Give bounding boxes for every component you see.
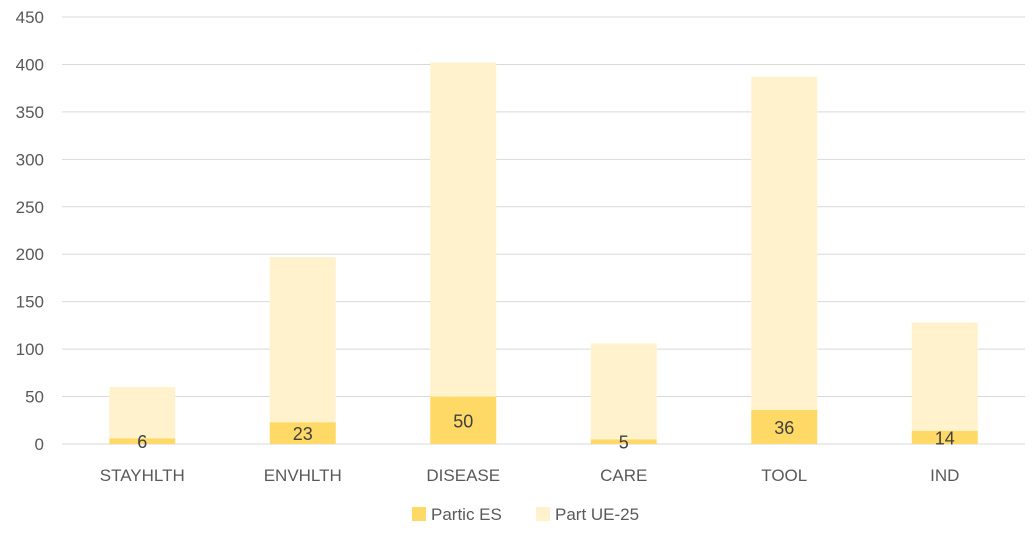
y-tick-label: 0 [35, 435, 44, 454]
x-tick-label: CARE [600, 466, 647, 485]
y-tick-label: 200 [16, 245, 44, 264]
data-labels: 6 23 50 5 36 14 [137, 411, 955, 452]
bar-segment [269, 422, 336, 444]
bar-segment [590, 439, 657, 444]
y-tick-label: 50 [25, 388, 44, 407]
bar-segment [751, 76, 818, 410]
x-tick-label: IND [930, 466, 959, 485]
x-tick-label: DISEASE [426, 466, 500, 485]
y-tick-label: 400 [16, 55, 44, 74]
x-tick-label: TOOL [761, 466, 807, 485]
gridlines [62, 16, 1025, 445]
bar-segment [751, 409, 818, 444]
bar-segment [430, 62, 497, 397]
y-tick-label: 250 [16, 198, 44, 217]
bar-segment [430, 396, 497, 444]
y-axis-tick-labels: 0 50 100 150 200 250 300 350 400 450 [16, 8, 44, 454]
y-tick-label: 150 [16, 293, 44, 312]
bar-segment [911, 322, 978, 431]
data-label: 36 [774, 418, 794, 438]
legend-item: Part UE-25 [536, 505, 639, 524]
bar-segment [590, 343, 657, 440]
y-tick-label: 300 [16, 150, 44, 169]
data-label: 6 [137, 432, 147, 452]
y-tick-label: 450 [16, 8, 44, 27]
legend-label: Partic ES [431, 505, 502, 524]
bars [109, 62, 978, 444]
legend: Partic ES Part UE-25 [412, 505, 639, 524]
y-tick-label: 350 [16, 103, 44, 122]
y-tick-label: 100 [16, 340, 44, 359]
legend-item: Partic ES [412, 505, 502, 524]
x-tick-label: ENVHLTH [264, 466, 342, 485]
bar-segment [109, 387, 176, 439]
data-label: 14 [935, 428, 955, 448]
data-label: 5 [619, 433, 629, 453]
bar-segment [911, 430, 978, 444]
bar-segment [269, 257, 336, 423]
x-tick-label: STAYHLTH [100, 466, 185, 485]
data-label: 50 [453, 411, 473, 431]
legend-label: Part UE-25 [555, 505, 639, 524]
x-axis-tick-labels: STAYHLTH ENVHLTH DISEASE CARE TOOL IND [100, 466, 960, 485]
bar-segment [109, 438, 176, 444]
legend-swatch [412, 507, 426, 521]
legend-swatch [536, 507, 550, 521]
data-label: 23 [293, 424, 313, 444]
